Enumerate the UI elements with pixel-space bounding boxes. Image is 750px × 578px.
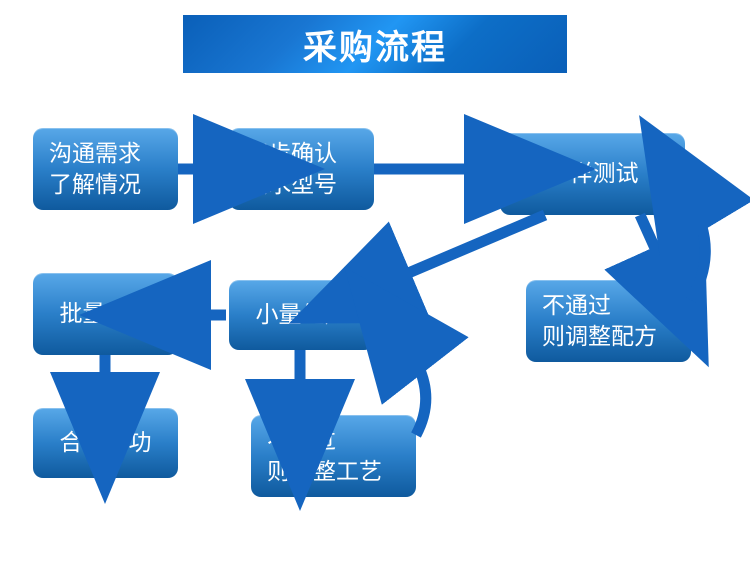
node-mass-production: 批量生产	[33, 273, 178, 355]
node-line: 初步确认	[245, 138, 337, 169]
node-line: 小量生产	[256, 299, 348, 330]
node-line: 批量生产	[60, 298, 152, 329]
node-line: 了解情况	[49, 169, 141, 200]
arrow-n3-n5	[380, 215, 545, 285]
node-confirm-glue-model: 初步确认胶水型号	[229, 128, 374, 210]
arrow-n4-n3	[690, 200, 705, 300]
node-line: 胶水型号	[245, 169, 337, 200]
node-line: 则调整工艺	[267, 456, 382, 487]
node-line: 不通过	[267, 425, 336, 456]
node-cooperation-success: 合作成功	[33, 408, 178, 478]
node-small-production: 小量生产	[229, 280, 374, 350]
title-banner: 采购流程	[183, 15, 567, 73]
node-sample-test: 拿样测试	[500, 133, 685, 215]
node-line: 沟通需求	[49, 138, 141, 169]
node-line: 合作成功	[60, 427, 152, 458]
node-line: 则调整配方	[542, 321, 657, 352]
arrow-n3-n4	[640, 215, 668, 277]
node-line: 拿样测试	[547, 158, 639, 189]
node-communicate-needs: 沟通需求了解情况	[33, 128, 178, 210]
title-text: 采购流程	[303, 20, 447, 69]
node-adjust-process: 不通过则调整工艺	[251, 415, 416, 497]
node-line: 不通过	[542, 290, 611, 321]
node-adjust-formula: 不通过则调整配方	[526, 280, 691, 362]
